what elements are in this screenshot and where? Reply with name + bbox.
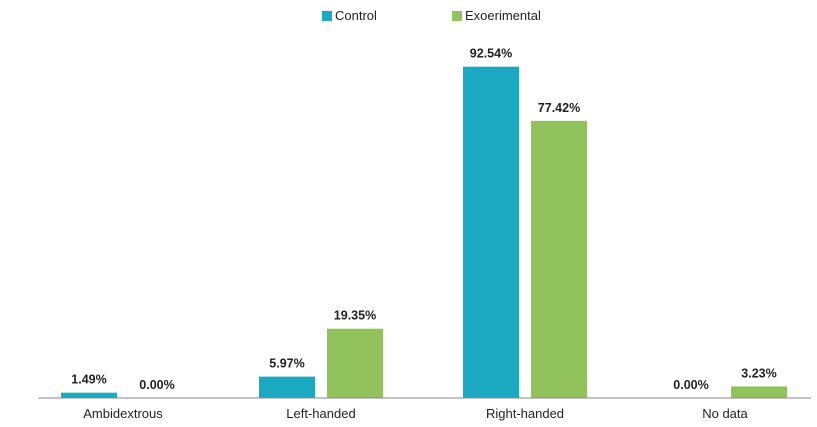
bar-exoerimental-left-handed <box>327 328 383 398</box>
data-label-control-3: 0.00% <box>673 378 708 392</box>
bar-control-left-handed <box>259 376 315 398</box>
legend-label-control: Control <box>335 8 377 23</box>
data-label-control-0: 1.49% <box>71 373 106 387</box>
data-label-exoerimental-0: 0.00% <box>139 378 174 392</box>
legend-swatch-control <box>322 11 332 21</box>
bar-control-right-handed <box>463 66 519 399</box>
data-label-exoerimental-3: 3.23% <box>741 366 776 380</box>
bar-exoerimental-right-handed <box>531 120 587 399</box>
legend-swatch-exoerimental <box>452 11 462 21</box>
data-label-exoerimental-2: 77.42% <box>538 101 580 115</box>
data-label-exoerimental-1: 19.35% <box>334 309 376 323</box>
data-label-control-2: 92.54% <box>470 47 512 61</box>
data-label-control-1: 5.97% <box>269 357 304 371</box>
bar-exoerimental-no-data <box>731 386 787 398</box>
category-label-0: Ambidextrous <box>83 406 163 421</box>
data-labels: 1.49% 5.97% 92.54% 0.00% 0.00% 19.35% 77.42% 3.… <box>71 47 776 392</box>
category-labels: Ambidextrous Left-handed Right-handed No da… <box>83 406 748 421</box>
bars <box>61 66 787 399</box>
bar-control-ambidextrous <box>61 392 117 398</box>
legend: Control Exoerimental <box>322 8 541 23</box>
category-label-3: No data <box>702 406 748 421</box>
legend-label-exoerimental: Exoerimental <box>465 8 541 23</box>
category-label-1: Left-handed <box>286 406 355 421</box>
category-label-2: Right-handed <box>486 406 564 421</box>
